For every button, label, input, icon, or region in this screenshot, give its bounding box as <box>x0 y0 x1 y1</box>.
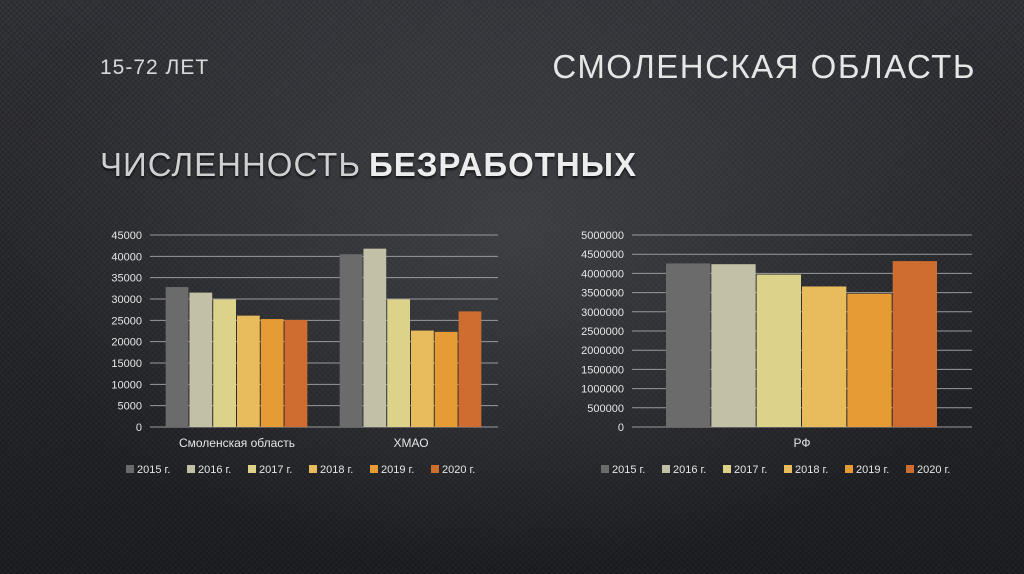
x-category-label: Смоленская область <box>179 436 295 450</box>
bar <box>260 319 284 427</box>
y-tick-label: 500000 <box>587 403 624 415</box>
bar <box>434 331 458 427</box>
bar <box>189 292 213 427</box>
chart-russia: 0 500000 1000000 1500000 2000000 2500000 30000… <box>581 230 972 476</box>
legend-label: 2017 г. <box>259 464 292 476</box>
legend-swatch <box>906 465 914 473</box>
y-tick-label: 20000 <box>111 337 142 349</box>
x-category-label: ХМАО <box>393 436 428 450</box>
legend-swatch <box>126 465 134 473</box>
legend-swatch <box>845 465 853 473</box>
y-tick-label: 4500000 <box>581 249 624 261</box>
age-range-label: 15-72 ЛЕТ <box>100 56 210 79</box>
legend-swatch <box>784 465 792 473</box>
bar <box>213 299 236 427</box>
legend-label: 2015 г. <box>612 464 645 476</box>
legend-swatch <box>723 465 731 473</box>
legend-label: 2019 г. <box>856 464 889 476</box>
y-tick-label: 2500000 <box>581 326 624 338</box>
legend-swatch <box>662 465 670 473</box>
legend-swatch <box>248 465 256 473</box>
bar <box>458 311 482 427</box>
region-title: СМОЛЕНСКАЯ ОБЛАСТЬ <box>552 48 976 85</box>
y-tick-label: 35000 <box>111 273 142 285</box>
y-tick-label: 5000 <box>118 401 142 413</box>
y-tick-label: 1500000 <box>581 364 624 376</box>
bar <box>339 254 363 427</box>
heading-regular: ЧИСЛЕННОСТЬ <box>100 146 361 183</box>
bar <box>237 315 260 427</box>
legend-swatch <box>370 465 378 473</box>
legend-label: 2018 г. <box>795 464 828 476</box>
legend-label: 2016 г. <box>198 464 231 476</box>
bar <box>666 263 711 427</box>
bar <box>802 286 847 427</box>
legend-label: 2020 г. <box>442 464 475 476</box>
y-tick-label: 4000000 <box>581 268 624 280</box>
y-tick-label: 10000 <box>111 379 142 391</box>
y-tick-label: 40000 <box>111 251 142 263</box>
bar <box>165 287 189 427</box>
y-tick-label: 25000 <box>111 315 142 327</box>
legend-label: 2016 г. <box>673 464 706 476</box>
legend-label: 2015 г. <box>137 464 170 476</box>
bar <box>284 319 308 427</box>
legend-label: 2020 г. <box>917 464 950 476</box>
y-tick-label: 15000 <box>111 358 142 370</box>
chart-regional: 0 5000 10000 15000 20000 25000 30000 35000 40000… <box>111 230 498 476</box>
bar <box>363 248 387 427</box>
legend-label: 2019 г. <box>381 464 414 476</box>
legend-swatch <box>187 465 195 473</box>
legend-swatch <box>601 465 609 473</box>
legend-label: 2017 г. <box>734 464 767 476</box>
heading-bold: БЕЗРАБОТНЫХ <box>369 146 638 183</box>
legend-label: 2018 г. <box>320 464 353 476</box>
y-tick-label: 2000000 <box>581 345 624 357</box>
y-tick-label: 0 <box>136 422 142 434</box>
y-tick-label: 1000000 <box>581 384 624 396</box>
y-tick-label: 5000000 <box>581 230 624 242</box>
y-tick-label: 45000 <box>111 230 142 242</box>
x-category-label: РФ <box>794 436 811 450</box>
y-tick-label: 0 <box>618 422 624 434</box>
y-tick-label: 3000000 <box>581 307 624 319</box>
slide-heading: ЧИСЛЕННОСТЬ БЕЗРАБОТНЫХ <box>100 146 637 184</box>
bar <box>892 261 937 427</box>
y-tick-label: 30000 <box>111 294 142 306</box>
bar <box>411 330 434 427</box>
y-tick-label: 3500000 <box>581 288 624 300</box>
bar <box>847 293 892 427</box>
bar <box>387 299 410 427</box>
legend-swatch <box>309 465 317 473</box>
bar <box>756 274 801 427</box>
bar <box>711 264 756 427</box>
legend-swatch <box>431 465 439 473</box>
